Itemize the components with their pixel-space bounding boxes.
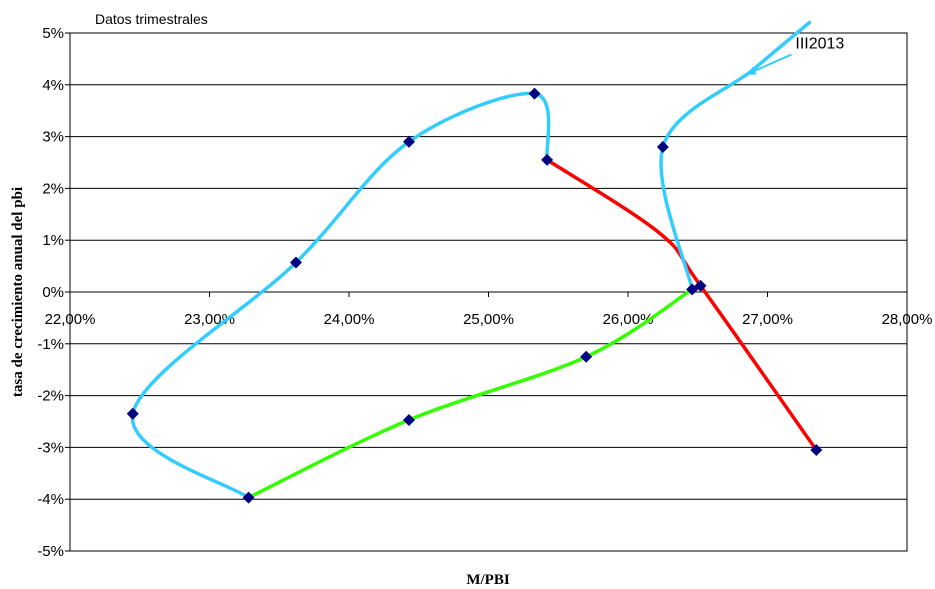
y-axis-ticks: 5% 4% 3% 2% 1% 0% -1% -2% -3% -4% -5% [37,25,70,560]
y-tick-label: -5% [37,543,64,560]
series-curve-3 [131,91,551,500]
annotation-datos-trimestrales: Datos trimestrales [95,11,208,27]
y-axis-label: tasa de crecimiento anual del pbi [10,187,26,397]
annotation-arrowhead [746,66,757,75]
x-tick-label: 25,00% [463,311,514,328]
y-tick-label: 1% [42,232,64,249]
data-point [242,491,255,504]
x-tick-label: 22,00% [45,311,96,328]
series-curves [131,20,819,500]
data-markers [126,87,823,504]
y-tick-label: 5% [42,25,64,42]
data-point [686,283,699,296]
x-axis-label: M/PBI [466,572,509,588]
data-point [656,140,669,153]
x-axis-ticks: 22,00% 23,00% 24,00% 25,00% 26,00% 27,00% 28,0… [45,292,933,328]
x-tick-label: 26,00% [603,311,654,328]
y-tick-label: -2% [37,388,64,405]
data-point [580,350,593,363]
y-tick-label: 2% [42,180,64,197]
y-tick-label: -4% [37,491,64,508]
x-tick-label: 24,00% [324,311,375,328]
y-tick-label: 4% [42,77,64,94]
data-point [528,87,541,100]
y-tick-label: 0% [42,284,64,301]
series-curve-1 [545,158,819,452]
annotation-iii2013: III2013 [795,36,844,53]
annotations: Datos trimestrales III2013 [95,11,844,76]
grid-lines [69,32,908,552]
data-point [289,256,302,269]
x-tick-label: 27,00% [742,311,793,328]
y-tick-label: 3% [42,129,64,146]
x-tick-label: 28,00% [882,311,933,328]
data-point [402,413,415,426]
series-curve-2 [246,287,694,500]
data-point [810,443,823,456]
data-point [402,135,415,148]
y-tick-label: -3% [37,439,64,456]
series-curve-4 [659,20,812,292]
data-point [126,407,139,420]
data-point [541,153,554,166]
y-tick-label: -1% [37,336,64,353]
